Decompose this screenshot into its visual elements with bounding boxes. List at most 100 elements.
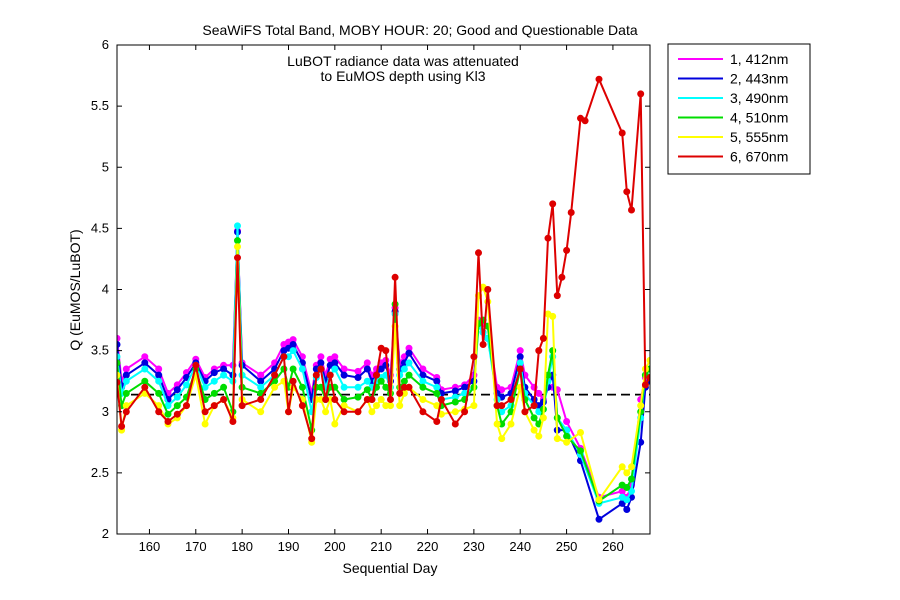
data-point [498,435,506,443]
data-point [595,515,603,523]
data-point [618,463,626,471]
data-point [354,408,362,416]
data-point [623,188,631,196]
data-point [400,377,408,385]
data-point [451,420,459,428]
data-point [419,396,427,403]
series-group [117,75,650,523]
data-point [461,383,469,391]
data-point [535,347,543,355]
data-point [280,353,288,361]
data-point [516,347,524,355]
data-point [354,374,362,381]
data-point [530,402,538,410]
data-point [373,402,380,410]
data-point [567,209,575,216]
series-6 [117,75,650,443]
data-point [391,273,399,281]
data-point [475,249,482,257]
legend: 1, 412nm 2, 443nm 3, 490nm 4, 510nm 5, 555nm… [667,43,811,175]
data-point [141,377,149,385]
data-point [238,402,246,410]
data-point [377,377,385,385]
data-point [493,420,501,428]
data-point [234,237,241,245]
data-point [507,420,515,428]
data-point [257,408,265,416]
data-point [498,402,506,410]
data-point [117,334,121,342]
data-point [563,418,571,425]
data-point [192,361,200,369]
data-point [173,386,181,394]
data-point [234,222,241,230]
data-point [479,341,487,348]
data-point [354,367,362,375]
data-point [382,383,390,391]
data-point [322,408,330,416]
data-point [549,312,557,320]
annotation-line-2: to EuMOS depth using Kl3 [321,68,486,84]
legend-label: 5, 555nm [730,129,788,145]
y-tick-label: 2 [102,526,109,541]
data-point [317,365,325,373]
data-point [271,383,279,391]
series-line-4 [117,239,650,502]
data-point [387,396,394,403]
data-point [577,447,584,455]
data-point [173,393,181,401]
data-point [451,387,459,395]
data-point [363,359,371,367]
data-point [354,383,362,391]
data-point [368,408,376,416]
data-point [141,365,149,373]
data-point [257,377,265,385]
y-tick-label: 4 [102,282,109,297]
y-tick-label: 6 [102,37,109,52]
data-point [382,347,390,355]
data-point [155,408,163,416]
legend-label: 4, 510nm [730,110,788,126]
data-point [117,371,121,379]
data-point [433,377,441,385]
data-point [210,402,218,410]
data-point [484,286,492,293]
data-point [563,432,571,440]
data-point [220,371,228,379]
data-point [164,410,172,418]
data-point [201,420,209,428]
data-point [271,371,279,379]
data-point [117,341,121,348]
data-point [396,402,404,410]
data-point [628,206,635,214]
data-point [623,469,631,477]
x-tick-label: 220 [417,539,439,554]
data-point [183,381,190,389]
data-point [117,359,121,367]
data-point [400,365,408,373]
data-point [155,377,163,385]
data-point [141,353,149,361]
legend-label: 1, 412nm [730,51,788,67]
data-point [419,383,427,391]
data-point [285,408,292,416]
data-point [210,369,218,377]
data-point [507,396,515,403]
data-point [433,418,441,425]
data-point [553,435,561,443]
data-point [637,402,645,410]
data-point [340,383,348,391]
data-point [257,383,265,391]
data-point [122,377,130,385]
y-axis-label: Q (EuMOS/LuBOT) [67,229,83,350]
data-point [623,484,631,491]
data-point [164,418,172,425]
data-point [289,365,297,373]
data-point [646,356,650,364]
data-point [155,371,163,379]
data-point [229,418,237,425]
legend-box [667,43,811,175]
annotation-line-1: LuBOT radiance data was attenuated [287,53,519,69]
data-point [322,396,330,403]
data-point [628,463,635,471]
